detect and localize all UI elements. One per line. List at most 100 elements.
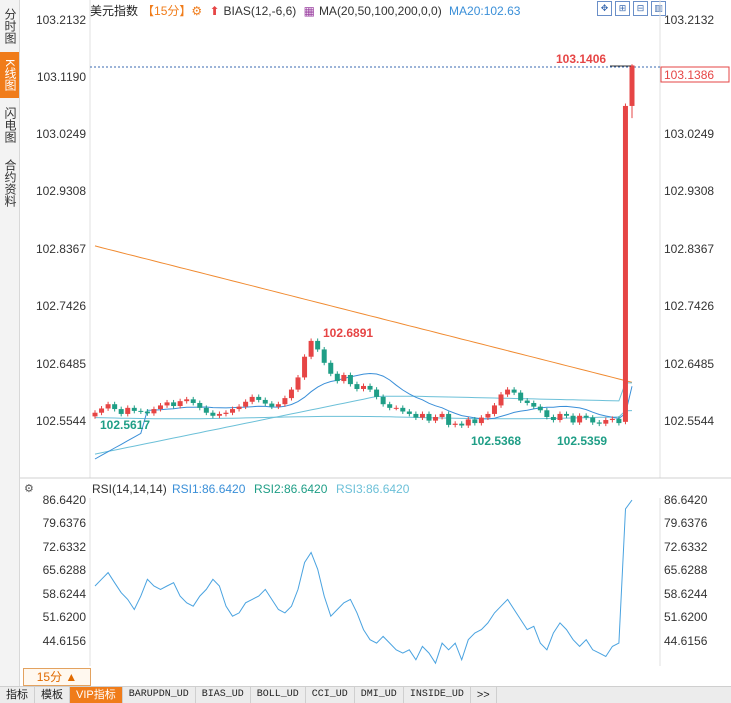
candle-body [328,362,334,374]
candle-body [334,373,340,382]
rsi-tick-left: 86.6420 [43,493,87,507]
price-tick-left: 102.5544 [36,414,86,428]
candle-body [518,392,524,401]
tab-barupdn[interactable]: BARUPDN_UD [123,687,196,703]
chart-header: 美元指数 【15分】⚙ ⬆ BIAS(12,-6,6) ▦ MA(20,50,100,… [90,2,524,18]
tab-timeshare[interactable]: 分时图 [3,8,17,44]
candle-body [112,404,118,410]
settings-icon[interactable]: ⚙ [191,4,203,18]
rsi-settings-icon[interactable]: ⚙ [24,483,34,495]
price-axis-left: 103.2132 103.1190 103.0249 102.9308 102.8367… [36,13,86,428]
candle-body [491,405,497,414]
candle-body [472,419,478,424]
candle-body [524,400,530,403]
candle-body [446,413,452,425]
price-tick-left: 103.0249 [36,127,86,141]
ma50-line [94,382,633,455]
rsi-axis-right: 86.6420 79.6376 72.6332 65.6288 58.6244 51.62… [664,493,708,648]
candle-body [203,407,209,413]
candle-body [92,412,98,417]
candle-body [596,422,602,424]
zoom-in-icon[interactable]: ⊞ [615,1,630,16]
tab-lightning[interactable]: 闪电图 [3,107,17,143]
candle-body [249,396,255,402]
rsi-tick-right: 58.6244 [664,587,708,601]
tab-contract-info[interactable]: 合约资料 [3,159,17,207]
more-tabs-button[interactable]: >> [471,687,497,703]
rsi-tick-left: 58.6244 [43,587,87,601]
annotation-low-3: 102.5359 [557,434,607,448]
candle-body [341,374,347,382]
candle-body [275,404,281,407]
tab-template[interactable]: 模板 [35,687,70,703]
annotation-low-2: 102.5368 [471,434,521,448]
expand-icon[interactable]: ✥ [597,1,612,16]
rsi-tick-right: 86.6420 [664,493,708,507]
annotation-high-peak: 103.1406 [556,52,606,66]
price-tick-left: 102.7426 [36,299,86,313]
period-selector-button[interactable]: 15分 ▲ [23,668,91,686]
annotation-low-1: 102.5617 [100,418,150,432]
ma-label[interactable]: MA(20,50,100,200,0,0) [318,4,442,18]
bias-label[interactable]: BIAS(12,-6,6) [223,4,297,18]
candle-body [505,389,511,395]
candle-body [577,415,583,423]
tab-dmi[interactable]: DMI_UD [355,687,404,703]
candle-body [295,377,301,390]
candle-body [243,401,249,407]
rsi-line [94,499,633,665]
rsi-tick-left: 65.6288 [43,563,87,577]
tab-bias[interactable]: BIAS_UD [196,687,251,703]
price-tick-left: 102.8367 [36,242,86,256]
candle-body [256,396,262,400]
candle-body [387,404,393,408]
tab-vip-indicator[interactable]: VIP指标 [70,687,123,703]
rsi-tick-left: 51.6200 [43,610,87,624]
tab-indicator[interactable]: 指标 [0,687,35,703]
candle-body [230,409,236,413]
candle-body [433,416,439,421]
candle-body [498,394,504,406]
rsi-tick-left: 44.6156 [43,634,87,648]
rsi3-label: RSI3:86.6420 [336,482,410,496]
tab-kline[interactable]: K线图 [0,52,19,98]
candle-body [616,418,622,424]
candle-body [105,404,111,409]
candle-body [452,423,458,425]
symbol-name: 美元指数 [90,4,139,18]
candle-body [302,356,308,378]
ma20-label: MA20:102.63 [449,4,521,18]
tab-cci[interactable]: CCI_UD [306,687,355,703]
candle-body [223,412,229,414]
layout-icon[interactable]: ▥ [651,1,666,16]
price-tick-left: 103.2132 [36,13,86,27]
period-label[interactable]: 【15分】 [142,4,192,18]
candle-body [354,384,360,389]
tab-boll[interactable]: BOLL_UD [251,687,306,703]
candle-body [177,401,183,407]
zoom-out-icon[interactable]: ⊟ [633,1,648,16]
candlesticks [92,64,635,428]
chart-toolbar: ✥ ⊞ ⊟ ▥ [597,1,666,16]
candle-body [550,416,556,421]
candle-body [361,385,366,389]
candle-body [413,413,419,418]
candle-body [459,423,465,426]
candle-body [367,385,373,390]
candle-body [557,413,563,421]
price-tick-right: 103.2132 [664,13,714,27]
candle-body [629,65,635,106]
candle-body [99,408,105,413]
rsi2-label: RSI2:86.6420 [254,482,328,496]
candle-body [419,413,425,418]
tab-inside[interactable]: INSIDE_UD [404,687,471,703]
candle-body [406,411,412,414]
price-tick-left: 102.9308 [36,184,86,198]
chart-canvas: 103.2132 103.1190 103.0249 102.9308 102.8367… [20,0,731,666]
candle-body [210,412,216,416]
price-tick-right: 102.6485 [664,357,714,371]
candle-body [544,410,550,417]
rsi-tick-right: 44.6156 [664,634,708,648]
candle-body [171,402,177,407]
candle-body [590,417,596,423]
